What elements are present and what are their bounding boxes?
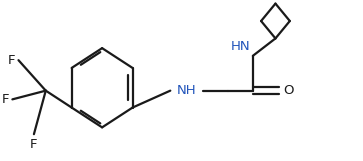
Text: F: F: [2, 93, 9, 106]
Text: F: F: [8, 54, 16, 67]
Text: F: F: [30, 138, 38, 151]
Text: NH: NH: [177, 84, 196, 97]
Text: O: O: [284, 84, 294, 97]
Text: HN: HN: [231, 40, 250, 53]
